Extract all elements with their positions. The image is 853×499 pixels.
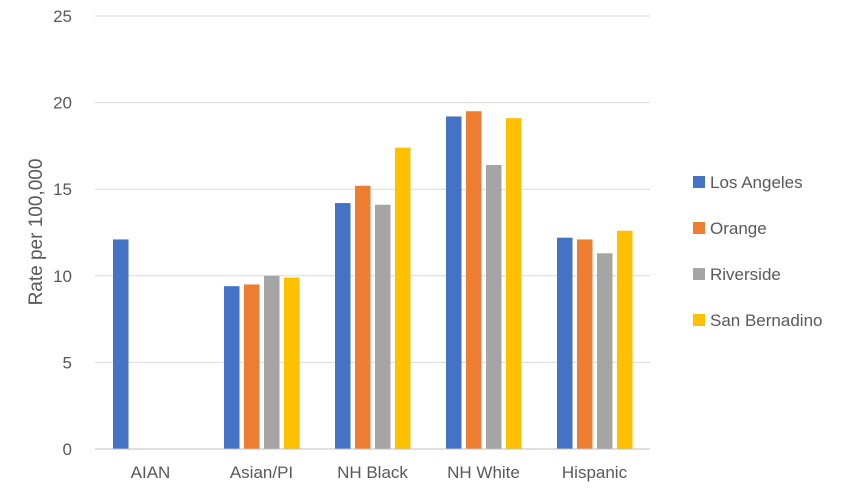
y-tick-label: 10 bbox=[53, 267, 72, 286]
legend: Los Angeles Orange Riverside San Bernadino bbox=[693, 173, 822, 330]
y-tick-label: 0 bbox=[63, 440, 72, 459]
legend-swatch bbox=[693, 222, 705, 234]
bar-orange bbox=[355, 185, 371, 449]
bar-san-bernadino bbox=[284, 277, 300, 449]
bar-riverside bbox=[375, 204, 391, 449]
bar-orange bbox=[244, 284, 260, 449]
bar-riverside bbox=[486, 164, 502, 449]
bar-los-angeles bbox=[557, 237, 573, 449]
legend-label: Los Angeles bbox=[710, 173, 803, 192]
x-tick-label: NH White bbox=[447, 463, 520, 482]
bar-san-bernadino bbox=[506, 118, 522, 450]
legend-label: Riverside bbox=[710, 265, 781, 284]
x-tick-label: Asian/PI bbox=[230, 463, 293, 482]
y-tick-label: 5 bbox=[63, 353, 72, 372]
bar-san-bernadino bbox=[395, 147, 411, 449]
x-tick-label: AIAN bbox=[131, 463, 171, 482]
x-tick-label: Hispanic bbox=[562, 463, 628, 482]
bar-san-bernadino bbox=[617, 230, 633, 449]
x-tick-label: NH Black bbox=[337, 463, 408, 482]
legend-swatch bbox=[693, 314, 705, 326]
bar-los-angeles bbox=[224, 286, 240, 449]
bar-riverside bbox=[264, 275, 280, 449]
legend-label: San Bernadino bbox=[710, 311, 822, 330]
bar-orange bbox=[577, 239, 593, 449]
bar-los-angeles bbox=[335, 203, 351, 449]
legend-swatch bbox=[693, 176, 705, 188]
axes: 0 5 10 15 20 25 AIAN Asian/PI NH Black NH White Hi… bbox=[53, 7, 650, 482]
bar-orange bbox=[466, 111, 482, 449]
legend-label: Orange bbox=[710, 219, 767, 238]
y-axis-title: Rate per 100,000 bbox=[26, 159, 47, 306]
y-tick-label: 20 bbox=[53, 94, 72, 113]
bar-los-angeles bbox=[113, 239, 129, 449]
y-tick-label: 15 bbox=[53, 180, 72, 199]
bars bbox=[113, 111, 633, 450]
legend-swatch bbox=[693, 268, 705, 280]
y-tick-label: 25 bbox=[53, 7, 72, 26]
bar-los-angeles bbox=[446, 116, 462, 450]
bar-riverside bbox=[597, 253, 613, 449]
